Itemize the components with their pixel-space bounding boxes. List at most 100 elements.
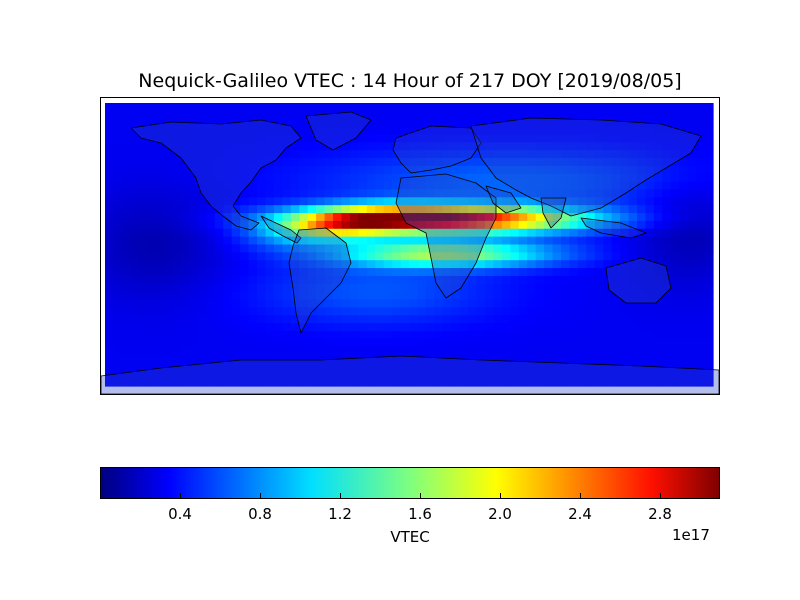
vtec-cell [130, 307, 140, 316]
vtec-cell [290, 197, 300, 206]
vtec-cell [138, 315, 148, 324]
vtec-cell [248, 103, 258, 112]
vtec-cell [561, 244, 571, 253]
vtec-cell [704, 126, 714, 136]
vtec-cell [366, 307, 376, 316]
vtec-cell [299, 126, 309, 136]
vtec-cell [223, 354, 233, 364]
vtec-cell [586, 370, 596, 379]
vtec-cell [341, 205, 351, 214]
vtec-cell [333, 299, 343, 308]
vtec-cell [569, 370, 579, 379]
vtec-cell [493, 307, 503, 316]
vtec-cell [577, 150, 587, 159]
vtec-cell [231, 213, 241, 222]
vtec-cell [417, 307, 427, 316]
vtec-cell [577, 134, 587, 143]
vtec-cell [375, 338, 385, 348]
vtec-cell [197, 150, 207, 159]
vtec-cell [468, 118, 478, 128]
vtec-cell [518, 110, 528, 120]
vtec-cell [307, 220, 317, 230]
vtec-cell [181, 330, 191, 340]
vtec-cell [392, 275, 402, 285]
vtec-cell [316, 323, 326, 332]
vtec-cell [569, 307, 579, 316]
vtec-cell [425, 228, 435, 238]
vtec-cell [425, 354, 435, 364]
vtec-cell [485, 118, 495, 128]
vtec-cell [172, 291, 182, 301]
vtec-cell [265, 260, 275, 269]
vtec-cell [535, 236, 545, 246]
vtec-cell [349, 268, 359, 277]
vtec-cell [603, 307, 613, 316]
vtec-cell [214, 275, 224, 285]
vtec-cell [155, 299, 165, 308]
vtec-cell [662, 338, 672, 348]
vtec-cell [569, 189, 579, 198]
vtec-cell [257, 103, 267, 112]
vtec-cell [510, 252, 520, 261]
vtec-cell [147, 126, 157, 136]
vtec-cell [476, 244, 486, 253]
vtec-cell [611, 189, 621, 198]
vtec-cell [603, 260, 613, 269]
vtec-cell [434, 362, 444, 371]
vtec-cell [670, 165, 680, 175]
vtec-cell [307, 370, 317, 379]
vtec-cell [375, 291, 385, 301]
vtec-cell [273, 205, 283, 214]
vtec-cell [248, 338, 258, 348]
vtec-cell [113, 228, 123, 238]
vtec-cell [442, 150, 452, 159]
vtec-cell [662, 126, 672, 136]
vtec-cell [155, 307, 165, 316]
vtec-cell [223, 315, 233, 324]
vtec-cell [366, 228, 376, 238]
vtec-cell [105, 165, 115, 175]
vtec-cell [679, 110, 689, 120]
vtec-cell [400, 181, 410, 191]
vtec-cell [155, 173, 165, 183]
vtec-cell [451, 362, 461, 371]
vtec-cell [290, 189, 300, 198]
vtec-cell [316, 307, 326, 316]
vtec-cell [586, 189, 596, 198]
vtec-cell [375, 181, 385, 191]
vtec-cell [527, 378, 537, 387]
vtec-cell [197, 370, 207, 379]
vtec-cell [197, 330, 207, 340]
vtec-cell [130, 173, 140, 183]
vtec-cell [223, 323, 233, 332]
vtec-cell [552, 110, 562, 120]
vtec-cell [181, 126, 191, 136]
vtec-cell [366, 103, 376, 112]
vtec-cell [459, 213, 469, 222]
vtec-cell [265, 236, 275, 246]
vtec-cell [459, 299, 469, 308]
vtec-cell [645, 213, 655, 222]
vtec-cell [696, 346, 706, 356]
vtec-cell [586, 110, 596, 120]
vtec-cell [392, 370, 402, 379]
vtec-cell [434, 173, 444, 183]
vtec-cell [653, 338, 663, 348]
vtec-cell [349, 150, 359, 159]
vtec-cell [611, 126, 621, 136]
vtec-cell [400, 299, 410, 308]
vtec-cell [400, 197, 410, 206]
vtec-cell [628, 118, 638, 128]
vtec-cell [138, 228, 148, 238]
vtec-cell [155, 158, 165, 167]
vtec-cell [121, 370, 131, 379]
vtec-cell [231, 110, 241, 120]
vtec-cell [552, 150, 562, 159]
vtec-cell [324, 142, 334, 151]
vtec-cell [696, 220, 706, 230]
vtec-cell [476, 181, 486, 191]
vtec-cell [273, 315, 283, 324]
vtec-cell [409, 260, 419, 269]
vtec-cell [577, 189, 587, 198]
vtec-cell [417, 228, 427, 238]
